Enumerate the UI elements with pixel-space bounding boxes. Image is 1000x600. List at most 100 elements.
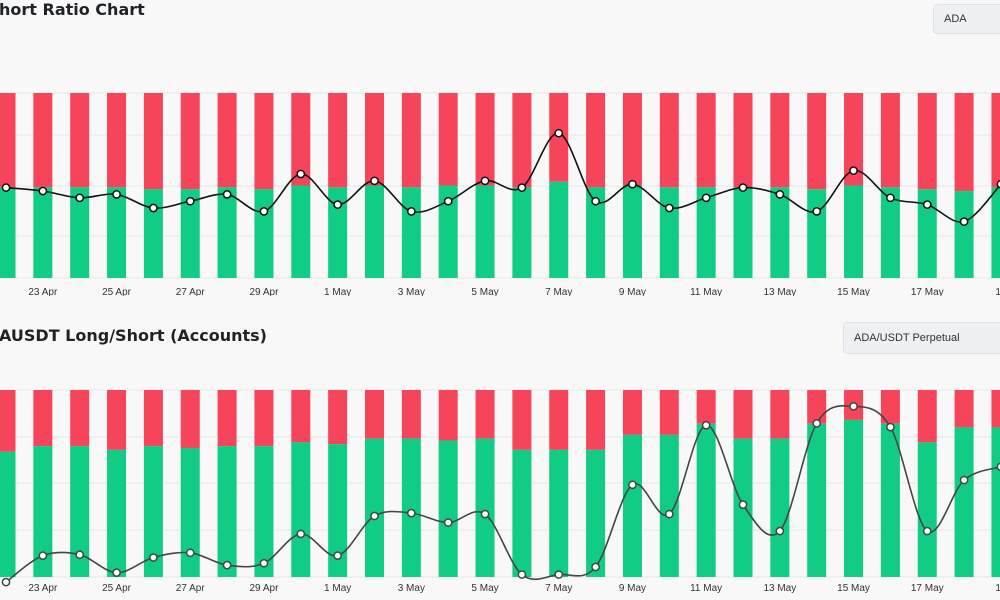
ratio-point <box>75 550 85 560</box>
ratio-point <box>922 526 932 536</box>
ratio-point <box>185 548 195 558</box>
ratio-point <box>775 190 785 199</box>
short-bar <box>586 93 606 188</box>
short-bar <box>659 390 679 435</box>
short-bar <box>954 93 974 192</box>
short-bar <box>107 93 127 188</box>
short-bar <box>0 390 16 452</box>
x-tick-label: 5 May <box>471 583 498 594</box>
short-bar <box>991 390 1000 428</box>
ratio-point <box>701 420 711 430</box>
ratio-point <box>480 176 490 186</box>
x-tick-label: 13 May <box>763 287 796 296</box>
long-bar <box>954 427 974 577</box>
long-bar <box>991 187 1000 278</box>
x-tick-label: 23 Apr <box>28 287 58 296</box>
symbol-select[interactable]: ADA <box>933 4 1000 34</box>
x-tick-label: 27 Apr <box>176 583 206 594</box>
long-bar <box>365 185 384 278</box>
ratio-point <box>407 207 416 216</box>
ratio-line <box>5 132 1000 223</box>
long-bar <box>365 438 384 577</box>
long-bar <box>807 423 827 577</box>
short-bar <box>438 93 458 186</box>
long-bar <box>549 449 569 577</box>
short-bar <box>622 390 642 435</box>
short-bar <box>217 93 237 188</box>
long-bar <box>807 189 827 278</box>
x-tick-label: 7 May <box>545 287 572 296</box>
long-bar <box>880 423 900 577</box>
ratio-point <box>959 475 969 485</box>
ratio-point <box>149 553 158 562</box>
ratio-point <box>554 128 564 138</box>
short-bar <box>696 93 716 188</box>
long-bar <box>844 185 864 278</box>
short-bar <box>586 390 606 450</box>
ratio-point <box>443 196 453 206</box>
long-bar <box>659 434 679 577</box>
long-bar <box>438 440 458 577</box>
ratio-point <box>959 217 969 226</box>
short-bar <box>217 390 237 447</box>
ratio-point <box>517 183 527 192</box>
long-bar <box>107 449 127 577</box>
short-bar <box>143 390 163 447</box>
ratio-point <box>443 518 453 527</box>
short-bar <box>180 93 200 190</box>
ratio-point <box>296 169 306 179</box>
short-bar <box>954 390 974 428</box>
long-bar <box>291 185 311 278</box>
long-bar <box>438 185 458 278</box>
short-bar <box>622 93 642 186</box>
short-bar <box>696 390 716 424</box>
long-bar <box>33 187 53 278</box>
long-bar <box>696 423 716 577</box>
long-bar <box>0 187 16 278</box>
short-bar <box>475 390 495 439</box>
x-tick-label: 19 <box>995 583 1000 594</box>
ratio-point <box>886 193 895 203</box>
ratio-point <box>112 190 121 199</box>
long-bar <box>475 438 495 577</box>
ratio-point <box>370 511 379 521</box>
x-tick-label: 25 Apr <box>102 583 132 594</box>
short-bar <box>991 93 1000 188</box>
short-bar <box>733 390 753 439</box>
short-bar <box>70 390 90 447</box>
short-bar <box>291 93 311 186</box>
long-bar <box>33 446 53 577</box>
ratio-point <box>628 480 637 490</box>
x-tick-label: 15 May <box>837 583 870 594</box>
ratio-point <box>333 551 342 560</box>
x-tick-label: 13 May <box>763 583 796 594</box>
long-bar <box>0 451 16 577</box>
ratio-point <box>849 166 858 175</box>
short-bar <box>549 390 569 450</box>
long-bar <box>586 187 606 278</box>
ratio-point <box>75 193 85 203</box>
ratio-point <box>222 560 232 570</box>
x-tick-label: 19 <box>995 287 1000 296</box>
short-bar <box>107 390 127 450</box>
short-bar <box>291 390 311 443</box>
x-tick-label: 3 May <box>398 583 425 594</box>
long-bar <box>217 446 237 577</box>
pair-select[interactable]: ADA/USDT Perpetual <box>843 322 1000 354</box>
long-bar <box>328 444 348 577</box>
ratio-point <box>517 570 527 579</box>
long-bar <box>512 187 532 278</box>
x-tick-label: 29 Apr <box>249 583 279 594</box>
short-bar <box>880 93 900 188</box>
long-bar <box>401 187 421 278</box>
long-bar <box>254 189 274 278</box>
long-bar <box>844 419 864 577</box>
short-bar <box>33 390 53 447</box>
short-bar <box>807 93 827 190</box>
ratio-point <box>296 529 306 539</box>
short-bar <box>401 93 421 188</box>
ratio-point <box>112 568 121 578</box>
long-bar <box>70 446 90 577</box>
long-bar <box>549 181 569 278</box>
long-bar <box>586 449 606 577</box>
